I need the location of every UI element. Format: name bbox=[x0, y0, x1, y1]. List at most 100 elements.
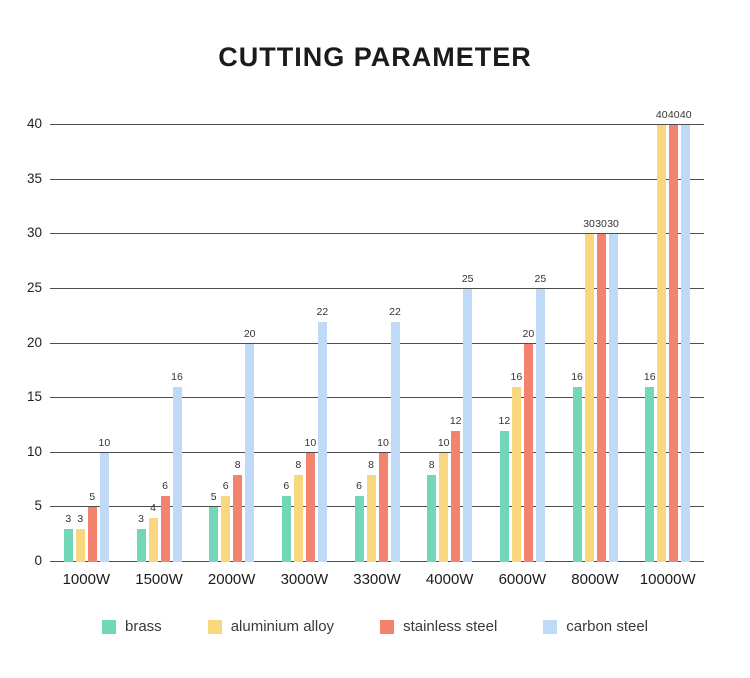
bar-value-label: 16 bbox=[571, 371, 583, 384]
legend-label: aluminium alloy bbox=[230, 618, 335, 635]
y-tick-label: 25 bbox=[26, 279, 42, 295]
legend-label: stainless steel bbox=[403, 618, 498, 635]
gridline: 10 bbox=[27, 444, 704, 459]
x-tick-label: 8000W bbox=[571, 571, 619, 588]
legend-label: carbon steel bbox=[566, 618, 648, 635]
legend-item-aluminium-alloy: aluminium alloy bbox=[207, 618, 335, 635]
bar-value-label: 10 bbox=[98, 436, 111, 449]
bar-value-label: 12 bbox=[498, 414, 511, 427]
bar-brass: 3 bbox=[63, 513, 73, 562]
bar-value-label: 8 bbox=[295, 458, 302, 471]
bar-brass: 5 bbox=[209, 491, 219, 562]
x-tick-label: 4000W bbox=[425, 571, 474, 588]
bar-value-label: 10 bbox=[377, 436, 389, 449]
bar-group-3300w: 6 8 10 22 bbox=[341, 125, 414, 562]
bar-stainless-steel: 30 bbox=[595, 218, 607, 562]
bar-stainless-steel: 6 bbox=[160, 480, 170, 562]
bar-aluminium-alloy: 10 bbox=[438, 437, 450, 562]
bar-value-label: 4 bbox=[150, 502, 156, 515]
bar-carbon-steel: 22 bbox=[389, 306, 401, 562]
bar-value-label: 5 bbox=[89, 491, 96, 504]
bar-aluminium-alloy: 40 bbox=[656, 109, 668, 562]
bar-stainless-steel: 5 bbox=[87, 491, 97, 562]
bar-brass: 3 bbox=[136, 513, 146, 562]
bar-brass: 8 bbox=[427, 459, 437, 562]
y-tick-label: 10 bbox=[26, 443, 42, 459]
y-tick-label: 30 bbox=[26, 225, 42, 241]
x-tick-label: 10000W bbox=[639, 571, 696, 588]
bar-carbon-steel: 40 bbox=[680, 109, 692, 562]
legend-swatch bbox=[543, 619, 558, 634]
chart: 0 5 10 15 20 25 30 35 40 3 3 5 10 3 4 6 16 5 6 8 20 6 8 10 22 6 8 1… bbox=[27, 109, 704, 588]
bar-carbon-steel: 20 bbox=[244, 328, 256, 562]
bar-value-label: 25 bbox=[534, 272, 547, 285]
x-tick-label: 6000W bbox=[498, 571, 547, 588]
x-tick-label: 1000W bbox=[62, 571, 111, 588]
legend-item-stainless-steel: stainless steel bbox=[380, 618, 497, 635]
legend-swatch bbox=[380, 619, 395, 634]
bar-value-label: 6 bbox=[162, 480, 168, 493]
gridline: 25 bbox=[27, 280, 704, 295]
gridline: 0 bbox=[34, 553, 704, 568]
bar-value-label: 6 bbox=[356, 480, 362, 493]
bar-value-label: 8 bbox=[368, 458, 374, 471]
gridline: 15 bbox=[27, 389, 704, 404]
bar-groups: 3 3 5 10 3 4 6 16 5 6 8 20 6 8 10 22 6 8 10 22 8 10 12 25 12 16 20… bbox=[50, 109, 704, 562]
bar-value-label: 16 bbox=[171, 371, 183, 384]
bar-value-label: 22 bbox=[389, 305, 401, 318]
bar-value-label: 16 bbox=[643, 371, 656, 384]
gridline: 35 bbox=[27, 171, 704, 186]
legend-item-carbon-steel: carbon steel bbox=[543, 618, 648, 635]
bar-aluminium-alloy: 6 bbox=[221, 480, 231, 562]
gridline: 20 bbox=[27, 335, 704, 350]
bar-brass: 16 bbox=[571, 371, 583, 562]
bar-aluminium-alloy: 16 bbox=[511, 371, 522, 562]
gridline: 30 bbox=[27, 225, 704, 240]
bar-aluminium-alloy: 8 bbox=[366, 459, 376, 562]
gridline: 40 bbox=[27, 116, 704, 131]
bar-value-label: 6 bbox=[283, 480, 290, 493]
bar-group-1500w: 3 4 6 16 bbox=[123, 125, 196, 562]
bar-value-label: 40 bbox=[667, 109, 680, 121]
legend-label: brass bbox=[125, 618, 162, 635]
bar-aluminium-alloy: 4 bbox=[148, 502, 158, 562]
bar-value-label: 10 bbox=[304, 436, 317, 449]
bar-group-3000w: 6 8 10 22 bbox=[268, 125, 341, 562]
y-tick-label: 5 bbox=[34, 498, 42, 514]
bar-group-10000w: 16 40 40 40 bbox=[631, 109, 704, 562]
bar-value-label: 30 bbox=[583, 218, 595, 231]
bar-carbon-steel: 22 bbox=[317, 306, 328, 562]
bar-carbon-steel: 25 bbox=[535, 273, 546, 562]
bar-aluminium-alloy: 30 bbox=[583, 218, 595, 562]
bar-brass: 6 bbox=[281, 480, 291, 562]
bar-group-1000w: 3 3 5 10 bbox=[50, 125, 123, 562]
bar-brass: 16 bbox=[644, 371, 656, 562]
y-tick-label: 0 bbox=[34, 553, 42, 568]
bar-value-label: 8 bbox=[428, 458, 435, 471]
y-tick-label: 20 bbox=[26, 334, 42, 350]
bar-stainless-steel: 10 bbox=[305, 437, 316, 562]
bar-stainless-steel: 10 bbox=[377, 437, 389, 562]
bar-value-label: 30 bbox=[595, 218, 607, 231]
x-axis: 1000W 1500W 2000W 3000W 3300W 4000W 6000W 8000W… bbox=[50, 571, 704, 588]
bar-value-label: 10 bbox=[437, 436, 450, 449]
bar-value-label: 6 bbox=[222, 480, 229, 493]
bar-aluminium-alloy: 3 bbox=[75, 513, 85, 562]
bar-value-label: 16 bbox=[510, 371, 523, 384]
legend-item-brass: brass bbox=[102, 618, 162, 635]
bar-aluminium-alloy: 8 bbox=[293, 459, 303, 562]
chart-title: CUTTING PARAMETER bbox=[218, 42, 532, 72]
bar-carbon-steel: 25 bbox=[462, 273, 474, 562]
legend-swatch bbox=[102, 619, 116, 634]
bar-value-label: 20 bbox=[522, 327, 535, 340]
bar-value-label: 3 bbox=[77, 513, 84, 526]
bar-value-label: 30 bbox=[607, 218, 619, 231]
bar-group-2000w: 5 6 8 20 bbox=[195, 125, 268, 562]
bar-value-label: 22 bbox=[316, 305, 329, 318]
bar-group-8000w: 16 30 30 30 bbox=[559, 125, 632, 562]
y-tick-label: 40 bbox=[26, 116, 42, 131]
x-tick-label: 2000W bbox=[207, 571, 256, 588]
legend: brass aluminium alloy stainless steel carbo… bbox=[0, 618, 750, 635]
bar-stainless-steel: 20 bbox=[523, 328, 534, 562]
gridline: 5 bbox=[34, 498, 704, 513]
